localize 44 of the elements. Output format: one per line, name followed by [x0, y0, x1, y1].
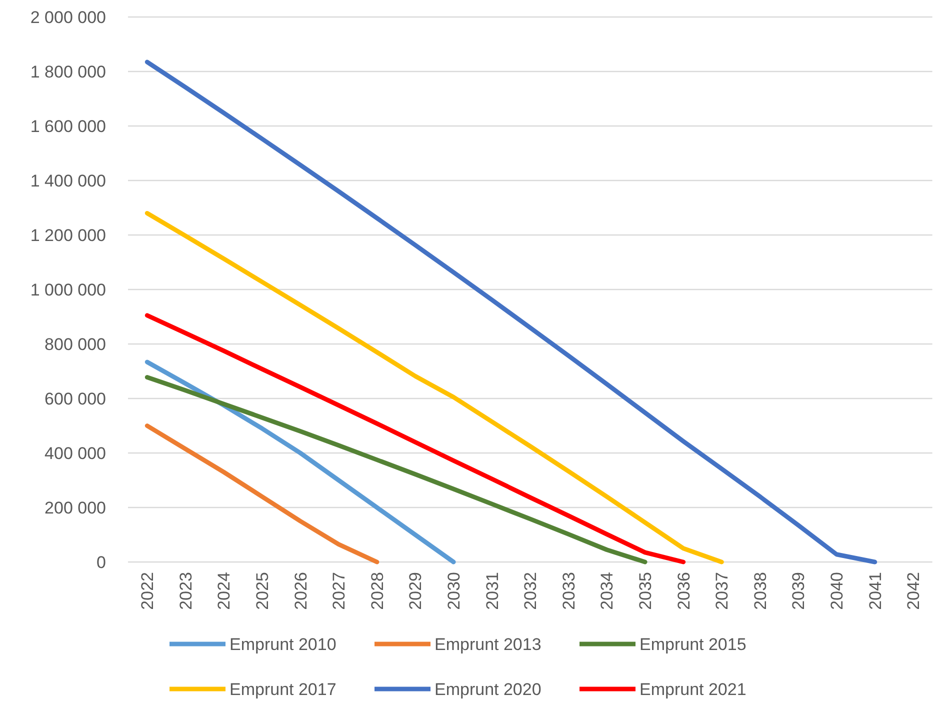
x-tick-label: 2023 [176, 572, 196, 610]
x-tick-label: 2028 [368, 572, 387, 610]
y-tick-label: 1 800 000 [30, 62, 106, 82]
y-tick-label: 200 000 [44, 498, 106, 518]
legend-label: Emprunt 2021 [640, 680, 746, 699]
x-tick-label: 2039 [789, 572, 808, 610]
line-series [144, 210, 724, 564]
y-tick-label: 400 000 [44, 444, 106, 463]
x-tick-label: 2032 [521, 572, 540, 610]
x-tick-label: 2036 [674, 572, 694, 610]
x-tick-label: 2040 [828, 572, 846, 610]
y-tick-label: 1 400 000 [30, 171, 106, 190]
y-tick-label: 2 000 000 [30, 8, 106, 27]
x-tick-label: 2030 [444, 572, 464, 610]
x-tick-label: 2034 [598, 572, 617, 610]
legend-label: Emprunt 2013 [434, 634, 542, 654]
x-tick-label: 2038 [750, 572, 770, 610]
line-series [144, 424, 380, 564]
line-series [144, 60, 878, 564]
x-tick-label: 2041 [866, 572, 885, 610]
legend-label: Emprunt 2020 [434, 680, 542, 699]
x-tick-label: 2042 [904, 572, 924, 610]
x-tick-label: 2024 [214, 572, 234, 610]
x-tick-label: 2031 [482, 572, 502, 610]
x-tick-label: 2035 [636, 572, 655, 610]
x-tick-label: 2029 [406, 572, 426, 610]
y-tick-label: 1 600 000 [30, 116, 106, 136]
line-series [144, 374, 648, 564]
x-tick-label: 2022 [138, 572, 158, 610]
y-tick-label: 1 200 000 [30, 226, 106, 245]
legend-label: Emprunt 2015 [640, 634, 746, 654]
line-series [144, 360, 456, 564]
y-tick-label: 800 000 [44, 334, 106, 354]
x-tick-label: 2027 [330, 572, 349, 610]
line-series [144, 313, 686, 564]
x-tick-label: 2025 [253, 572, 272, 610]
legend-label: Emprunt 2010 [230, 634, 336, 654]
y-tick-label: 0 [96, 552, 106, 572]
y-tick-label: 1 000 000 [30, 280, 106, 300]
y-tick-label: 600 000 [44, 389, 106, 408]
x-tick-label: 2033 [559, 572, 578, 610]
x-tick-label: 2026 [291, 572, 310, 610]
legend-label: Emprunt 2017 [230, 680, 336, 699]
x-tick-label: 2037 [712, 572, 732, 610]
